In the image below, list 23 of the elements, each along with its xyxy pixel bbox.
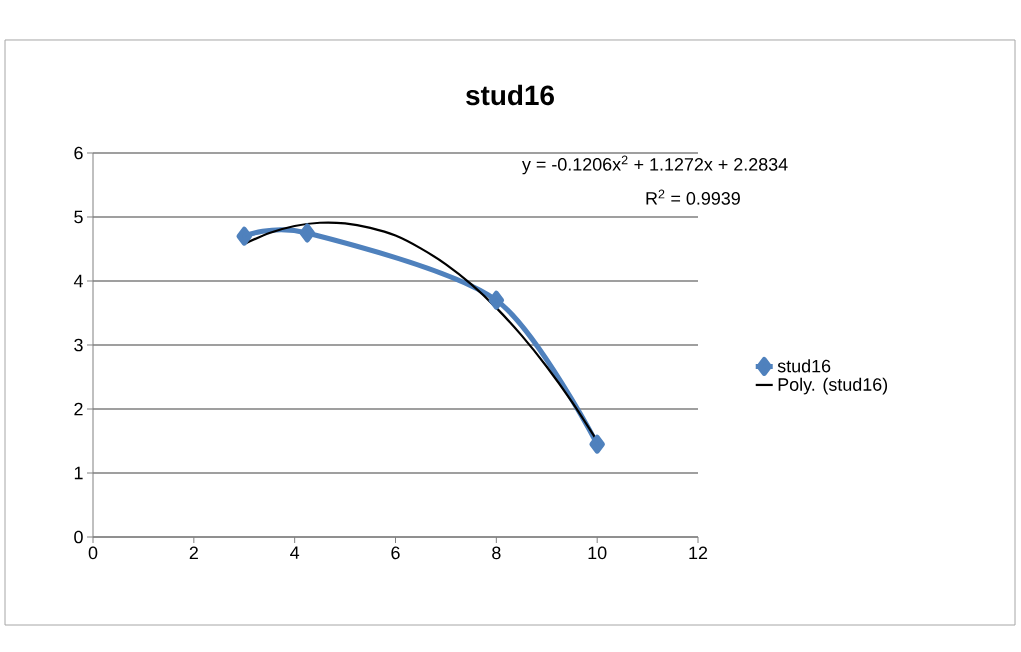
x-tick-label: 4 xyxy=(290,546,300,559)
point xyxy=(589,434,605,454)
y-tick-label: 0 xyxy=(74,530,83,544)
y-tick-label: 4 xyxy=(73,274,83,288)
point xyxy=(299,223,316,243)
x-tick-label: 2 xyxy=(189,546,198,560)
chart-title: stud16 xyxy=(466,84,554,106)
point xyxy=(236,226,252,246)
x-tick-label: 6 xyxy=(391,546,400,560)
x-tick-label: 12 xyxy=(689,546,708,560)
point xyxy=(488,290,505,310)
y-tick-label: 1 xyxy=(74,466,83,480)
y-tick-label: 3 xyxy=(74,338,83,352)
y-tick-label: 5 xyxy=(74,210,83,224)
x-tick-label: 0 xyxy=(88,546,98,560)
y-tick-label: 2 xyxy=(74,402,83,416)
annotation: y = -0.1206x$^{2}$ + 1.1272x + 2.2834 xyxy=(521,155,788,175)
legend-label: Poly. (stud16) xyxy=(778,377,888,395)
annotation: R$^{2}$ = 0.9939 xyxy=(646,189,740,205)
x-tick-label: 10 xyxy=(588,546,607,560)
legend-label: stud16 xyxy=(777,359,831,373)
y-tick-label: 6 xyxy=(74,146,83,160)
x-tick-label: 8 xyxy=(492,546,501,560)
